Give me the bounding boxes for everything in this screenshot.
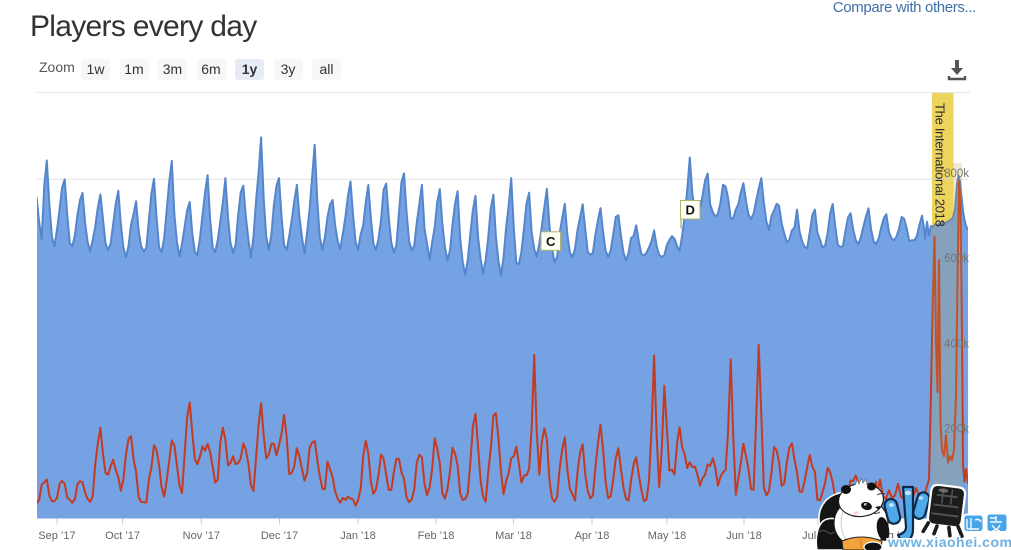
svg-text:Mar ’18: Mar ’18 <box>495 530 532 542</box>
svg-text:www.xiaohei.com: www.xiaohei.com <box>887 534 1011 550</box>
svg-text:Sep ’17: Sep ’17 <box>38 530 75 542</box>
svg-text:May ’18: May ’18 <box>648 530 687 542</box>
svg-text:600k: 600k <box>944 253 969 265</box>
svg-text:Jun ’18: Jun ’18 <box>726 530 761 542</box>
svg-text:Feb ’18: Feb ’18 <box>418 530 455 542</box>
svg-text:200k: 200k <box>944 424 969 436</box>
svg-text:Oct ’17: Oct ’17 <box>105 530 140 542</box>
svg-text:400k: 400k <box>944 338 969 350</box>
svg-text:The International 2018: The International 2018 <box>933 103 948 227</box>
svg-text:800k: 800k <box>944 168 969 180</box>
svg-text:C: C <box>546 234 556 249</box>
svg-text:Dec ’17: Dec ’17 <box>261 530 298 542</box>
svg-text:Apr ’18: Apr ’18 <box>575 530 610 542</box>
svg-text:D: D <box>686 203 695 218</box>
svg-text:Jan ’18: Jan ’18 <box>340 530 375 542</box>
svg-text:Nov ’17: Nov ’17 <box>183 530 220 542</box>
